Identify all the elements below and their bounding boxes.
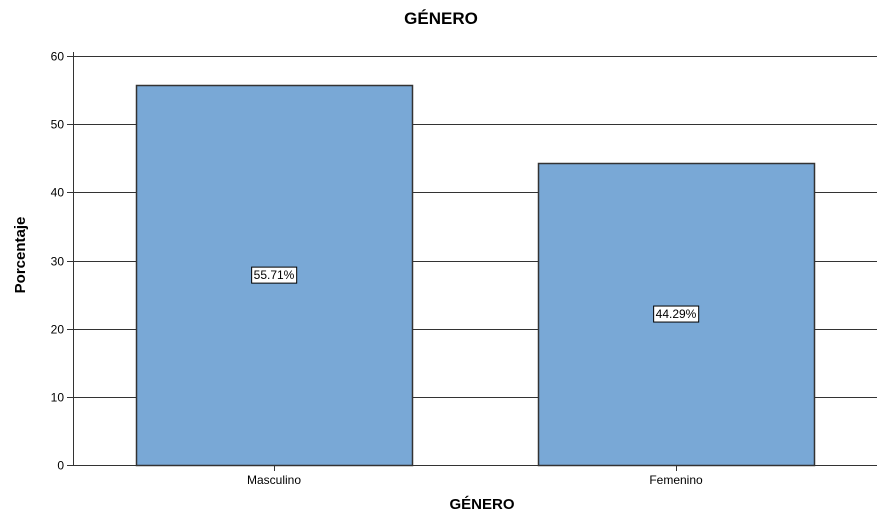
y-tick-label: 40 — [51, 186, 65, 200]
y-tick-label: 30 — [51, 255, 65, 269]
data-label: 55.71% — [251, 266, 298, 284]
axes — [67, 52, 877, 471]
y-tick-label: 60 — [51, 50, 65, 64]
x-tick-label: Masculino — [247, 473, 301, 487]
y-axis-label: Porcentaje — [12, 217, 29, 294]
tick-labels: 0 10 20 30 40 50 60 Masculino Femenino — [51, 50, 703, 488]
x-axis-label: GÉNERO — [449, 496, 514, 511]
bars — [135, 84, 816, 467]
y-tick-label: 20 — [51, 323, 65, 337]
data-label-text: 55.71% — [254, 268, 295, 282]
data-label-text: 44.29% — [656, 307, 697, 321]
chart-title: GÉNERO — [404, 9, 478, 28]
x-tick-label: Femenino — [649, 473, 703, 487]
y-tick-label: 50 — [51, 118, 65, 132]
y-tick-label: 0 — [57, 459, 64, 473]
y-tick-label: 10 — [51, 391, 65, 405]
data-label-box — [251, 266, 298, 284]
data-label-box — [653, 305, 700, 323]
data-labels: 55.71% 44.29% — [251, 266, 700, 323]
data-label: 44.29% — [653, 305, 700, 323]
